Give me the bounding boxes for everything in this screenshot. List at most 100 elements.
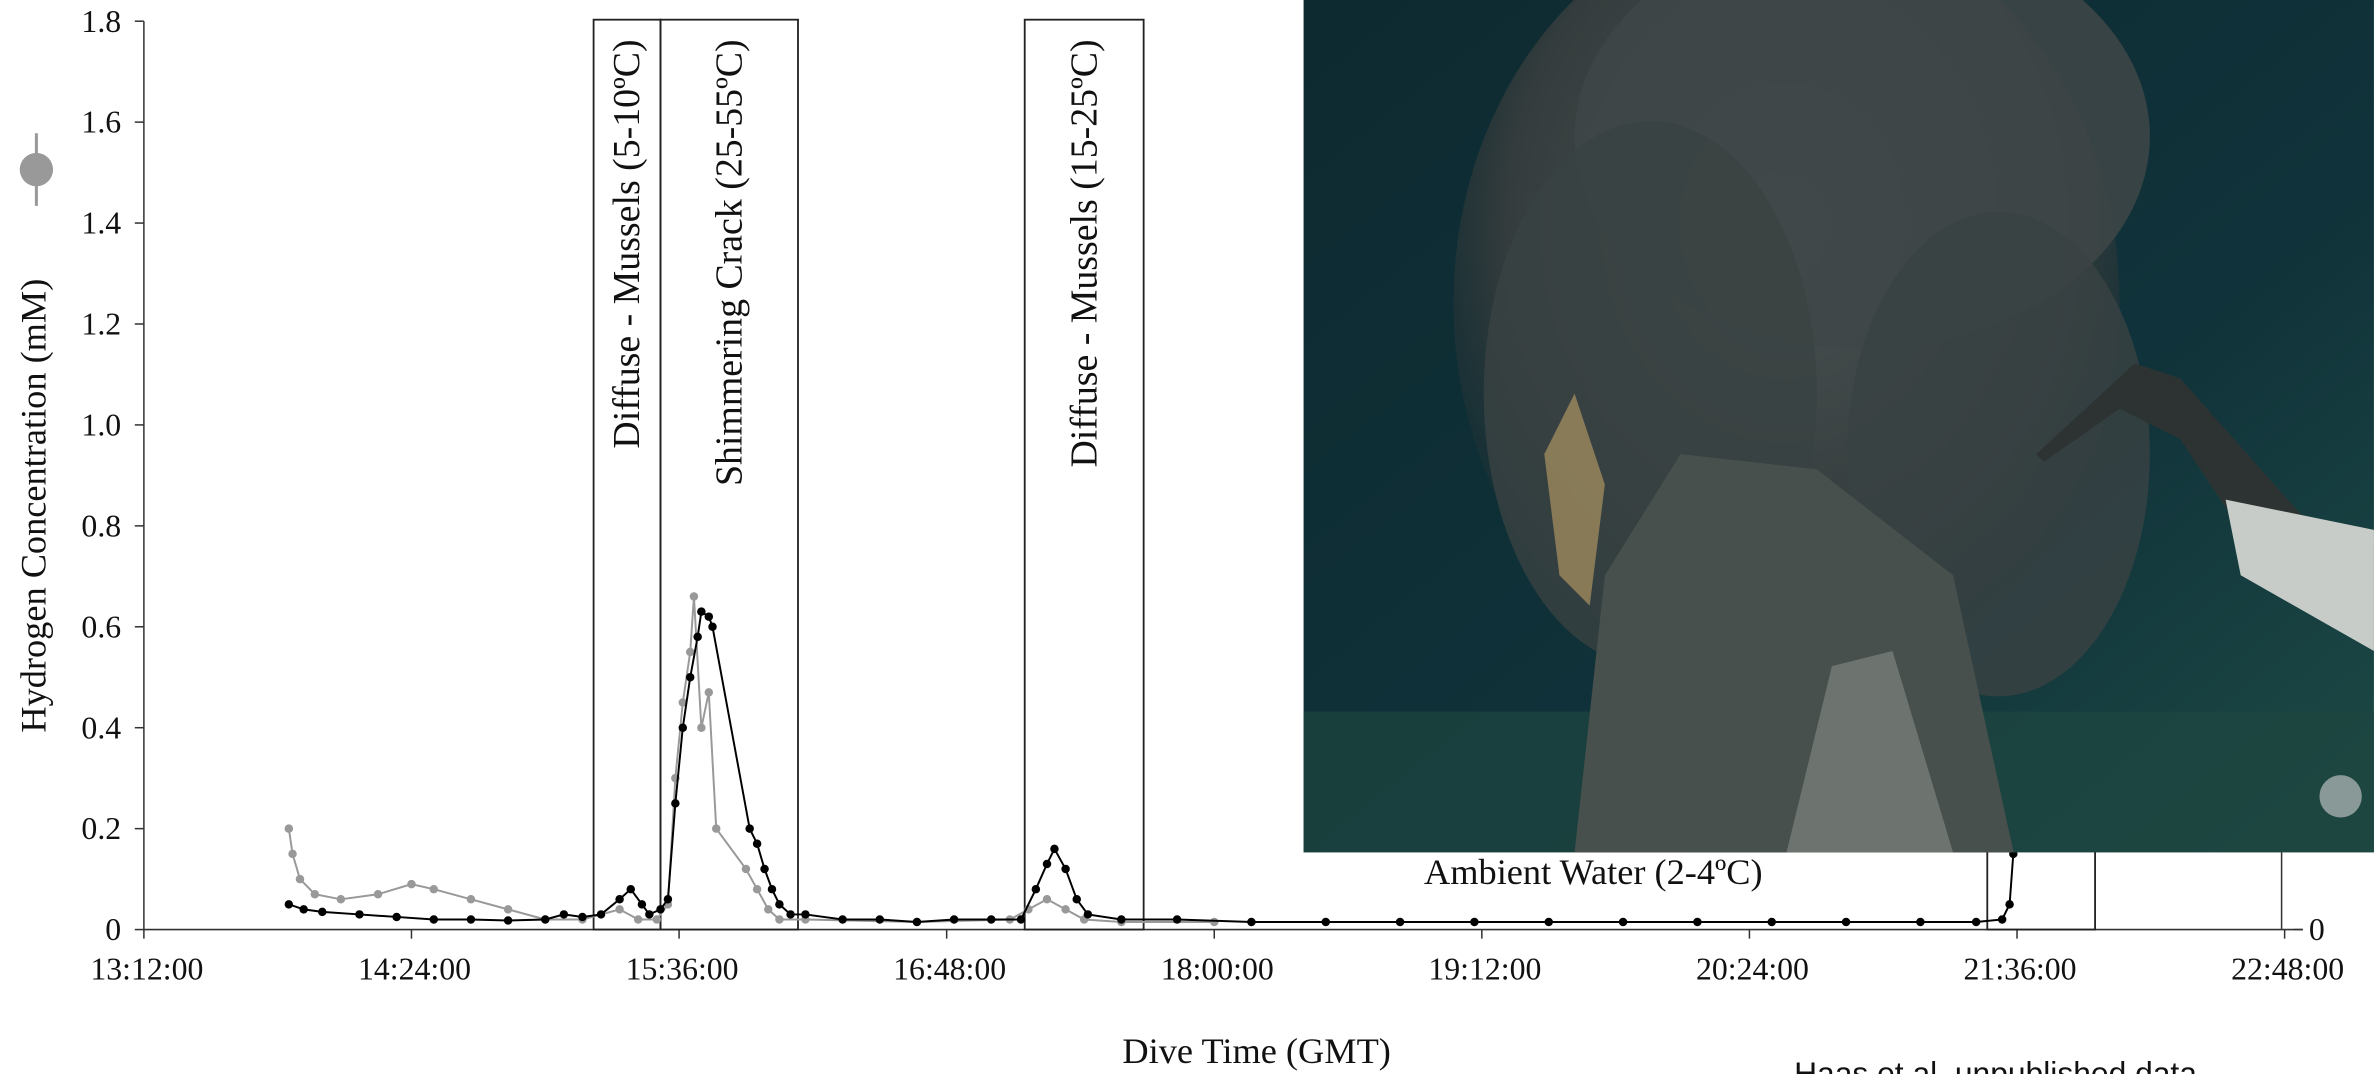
y-tick-label: 1.4 [81, 206, 121, 241]
x-tick-label: 14:24:00 [358, 952, 471, 987]
data-point [1470, 918, 1478, 926]
data-point [504, 916, 512, 924]
data-point [615, 905, 623, 913]
data-point [697, 607, 705, 615]
data-point [504, 905, 512, 913]
data-point [318, 908, 326, 916]
data-point [876, 915, 884, 923]
data-point [745, 824, 753, 832]
data-point [705, 688, 713, 696]
data-point [656, 905, 664, 913]
data-point [838, 915, 846, 923]
y-tick-label: 1.0 [81, 408, 121, 443]
data-point [296, 875, 304, 883]
data-point [1916, 918, 1924, 926]
chart: 00.20.40.60.81.01.21.41.61.813:12:0014:2… [0, 0, 2374, 1074]
data-point [1322, 918, 1330, 926]
data-point [801, 910, 809, 918]
region-label: Diffuse - Mussels (5-10ºC) [606, 39, 648, 448]
x-tick-label: 19:12:00 [1428, 952, 1541, 987]
data-point [712, 824, 720, 832]
y-tick-label: 0.4 [81, 710, 121, 745]
data-point [764, 905, 772, 913]
footnote: Haas et al. unpublished data [1794, 1055, 2197, 1074]
data-point [1173, 915, 1181, 923]
data-point [285, 824, 293, 832]
data-point [311, 890, 319, 898]
data-point [430, 915, 438, 923]
data-point [407, 880, 415, 888]
data-point [1972, 918, 1980, 926]
data-point [1767, 918, 1775, 926]
x-tick-label: 13:12:00 [90, 952, 203, 987]
data-point [299, 905, 307, 913]
data-point [653, 915, 661, 923]
data-point [950, 915, 958, 923]
y-tick-label: 1.2 [81, 307, 121, 342]
data-point [1693, 918, 1701, 926]
y-tick-label: 1.8 [81, 4, 121, 39]
y-axis-label: Hydrogen Concentration (mM) [13, 279, 53, 733]
legend-marker [20, 153, 53, 186]
series-line [289, 596, 1214, 922]
data-point [560, 910, 568, 918]
data-point [705, 612, 713, 620]
y-tick-label: 1.6 [81, 105, 121, 140]
data-point [690, 592, 698, 600]
data-point [775, 900, 783, 908]
data-point [686, 673, 694, 681]
x-axis-label: Dive Time (GMT) [1122, 1031, 1390, 1071]
data-point [1545, 918, 1553, 926]
y-tick-label: 0.2 [81, 811, 121, 846]
data-point [374, 890, 382, 898]
data-point [467, 895, 475, 903]
data-point [753, 885, 761, 893]
data-point [1247, 918, 1255, 926]
data-point [597, 910, 605, 918]
data-point [355, 910, 363, 918]
y-tick-label: 0 [105, 912, 121, 947]
data-point [1619, 918, 1627, 926]
y-tick-label: 0.8 [81, 508, 121, 543]
vent-photo [1304, 0, 2374, 852]
data-point [664, 895, 672, 903]
data-point [760, 865, 768, 873]
data-point [627, 885, 635, 893]
data-point [1017, 915, 1025, 923]
data-point [1117, 915, 1125, 923]
data-point [1210, 918, 1218, 926]
x-tick-label: 21:36:00 [1964, 952, 2077, 987]
data-point [2005, 900, 2013, 908]
data-point [1998, 915, 2006, 923]
data-point [467, 915, 475, 923]
annotation: Ambient Water (2-4ºC) [1424, 852, 1763, 892]
data-point [430, 885, 438, 893]
x-tick-label: 22:48:00 [2231, 952, 2344, 987]
data-point [392, 913, 400, 921]
data-point [708, 623, 716, 631]
data-point [1084, 910, 1092, 918]
data-point [913, 918, 921, 926]
data-point [775, 915, 783, 923]
data-point [1396, 918, 1404, 926]
data-point [1043, 860, 1051, 868]
region-label: Shimmering Crack (25-55ºC) [708, 39, 750, 486]
data-point [645, 910, 653, 918]
data-point [679, 723, 687, 731]
x-tick-label: 20:24:00 [1696, 952, 1809, 987]
data-point [1072, 895, 1080, 903]
data-point [671, 799, 679, 807]
data-point [987, 915, 995, 923]
x-tick-label: 15:36:00 [626, 952, 739, 987]
data-point [638, 900, 646, 908]
data-point [578, 913, 586, 921]
data-point [686, 648, 694, 656]
page: 00.20.40.60.81.01.21.41.61.813:12:0014:2… [0, 0, 2374, 1074]
data-point [693, 633, 701, 641]
data-point [541, 915, 549, 923]
data-point [634, 915, 642, 923]
region-label: Diffuse - Mussels (15-25ºC) [1063, 39, 1105, 467]
y2-tick-label: 0 [2309, 912, 2325, 947]
data-point [615, 895, 623, 903]
x-tick-label: 18:00:00 [1161, 952, 1274, 987]
